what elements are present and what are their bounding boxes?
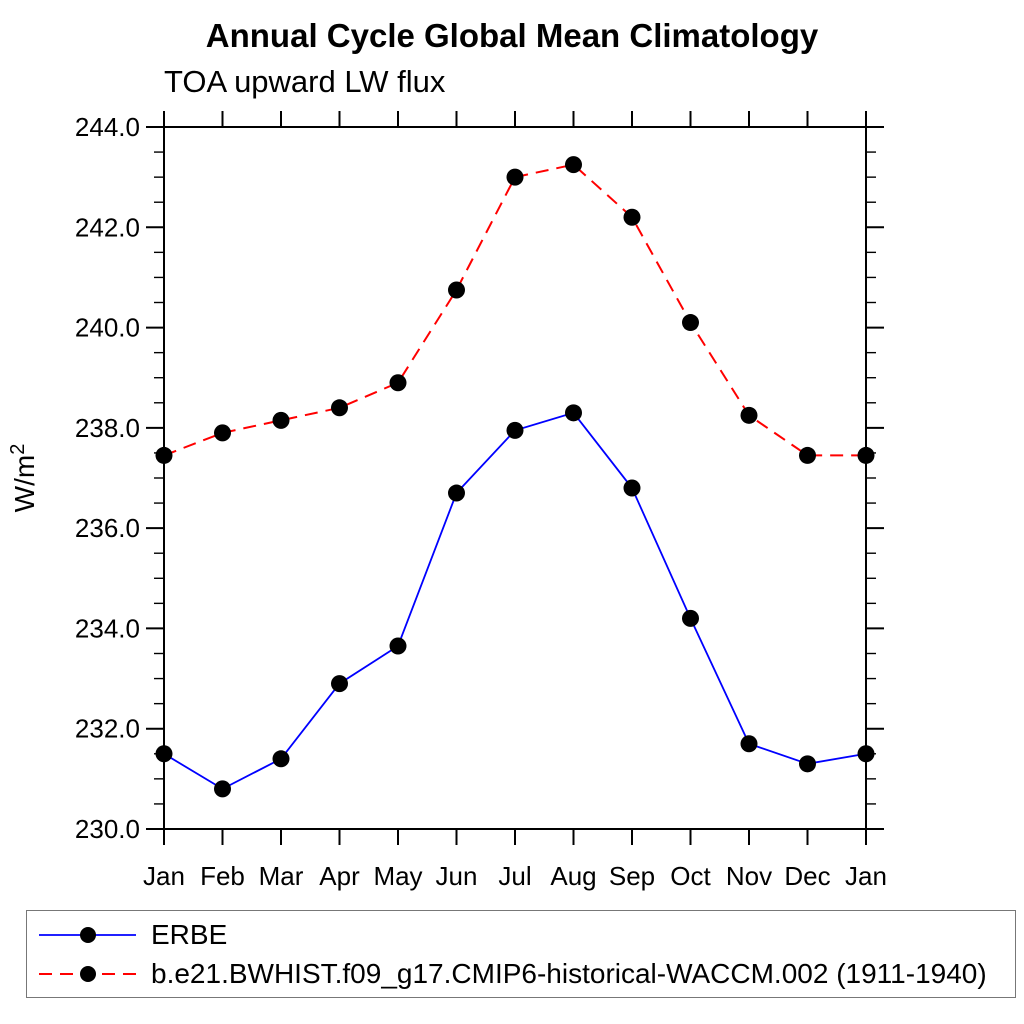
data-point bbox=[623, 479, 641, 497]
y-tick-label: 234.0 bbox=[75, 613, 140, 643]
y-tick-label: 238.0 bbox=[75, 413, 140, 443]
plot-frame bbox=[163, 126, 867, 830]
data-point bbox=[740, 735, 758, 753]
y-tick-label: 230.0 bbox=[75, 814, 140, 844]
series-line-0 bbox=[163, 411, 867, 790]
y-tick-label: 232.0 bbox=[75, 714, 140, 744]
data-point bbox=[857, 745, 875, 763]
data-point bbox=[682, 314, 699, 332]
data-point bbox=[857, 446, 875, 464]
legend-line-sample-solid bbox=[39, 926, 136, 943]
legend-item-model: b.e21.BWHIST.f09_g17.CMIP6-historical-WA… bbox=[33, 957, 1015, 991]
data-point bbox=[214, 780, 231, 798]
data-point bbox=[272, 750, 290, 768]
chart-title: Annual Cycle Global Mean Climatology bbox=[205, 17, 819, 54]
x-tick-label: Jan bbox=[143, 861, 185, 891]
x-tick-label: Oct bbox=[670, 861, 711, 891]
x-tick-label: Feb bbox=[200, 861, 245, 891]
y-tick-label: 240.0 bbox=[75, 313, 140, 343]
legend-label-model: b.e21.BWHIST.f09_g17.CMIP6-historical-WA… bbox=[151, 957, 987, 989]
data-point bbox=[272, 411, 290, 429]
x-tick-label: Mar bbox=[259, 861, 304, 891]
legend-dot-marker-icon bbox=[80, 926, 96, 943]
x-tick-label: May bbox=[373, 861, 422, 891]
y-tick-label: 244.0 bbox=[75, 112, 140, 142]
data-point bbox=[448, 484, 465, 502]
x-tick-label: Jan bbox=[845, 861, 887, 891]
data-point bbox=[155, 745, 173, 763]
x-tick-label: Apr bbox=[319, 861, 360, 891]
legend-line-sample-dashed bbox=[39, 965, 136, 982]
y-tick-label: 236.0 bbox=[75, 513, 140, 543]
data-point bbox=[565, 404, 582, 422]
data-point bbox=[682, 609, 699, 627]
data-point bbox=[389, 374, 407, 392]
y-axis-label: W/m2 bbox=[7, 444, 40, 513]
series-line-1 bbox=[163, 163, 866, 457]
data-point bbox=[331, 675, 348, 693]
x-tick-label: Sep bbox=[609, 861, 655, 891]
data-point bbox=[389, 637, 407, 655]
x-tick-label: Dec bbox=[784, 861, 830, 891]
chart-subtitle: TOA upward LW flux bbox=[164, 64, 446, 99]
data-point bbox=[506, 421, 524, 439]
legend-dot-marker-icon bbox=[80, 965, 96, 982]
data-point bbox=[448, 281, 465, 299]
data-point bbox=[214, 424, 231, 442]
x-tick-label: Jul bbox=[498, 861, 531, 891]
data-point bbox=[799, 446, 816, 464]
legend-label-erbe: ERBE bbox=[151, 918, 228, 950]
data-point bbox=[506, 168, 524, 186]
data-point bbox=[155, 446, 173, 464]
data-point bbox=[565, 156, 582, 174]
y-tick-label: 242.0 bbox=[75, 212, 140, 242]
data-point bbox=[331, 399, 348, 417]
x-tick-label: Nov bbox=[726, 861, 772, 891]
legend-box: ERBE b.e21.BWHIST.f09_g17.CMIP6-historic… bbox=[26, 910, 1016, 998]
x-tick-label: Jun bbox=[436, 861, 478, 891]
data-point bbox=[799, 755, 816, 773]
data-point bbox=[740, 406, 758, 424]
x-tick-label: Aug bbox=[550, 861, 596, 891]
data-point bbox=[623, 208, 641, 226]
legend-item-erbe: ERBE bbox=[33, 918, 1015, 952]
